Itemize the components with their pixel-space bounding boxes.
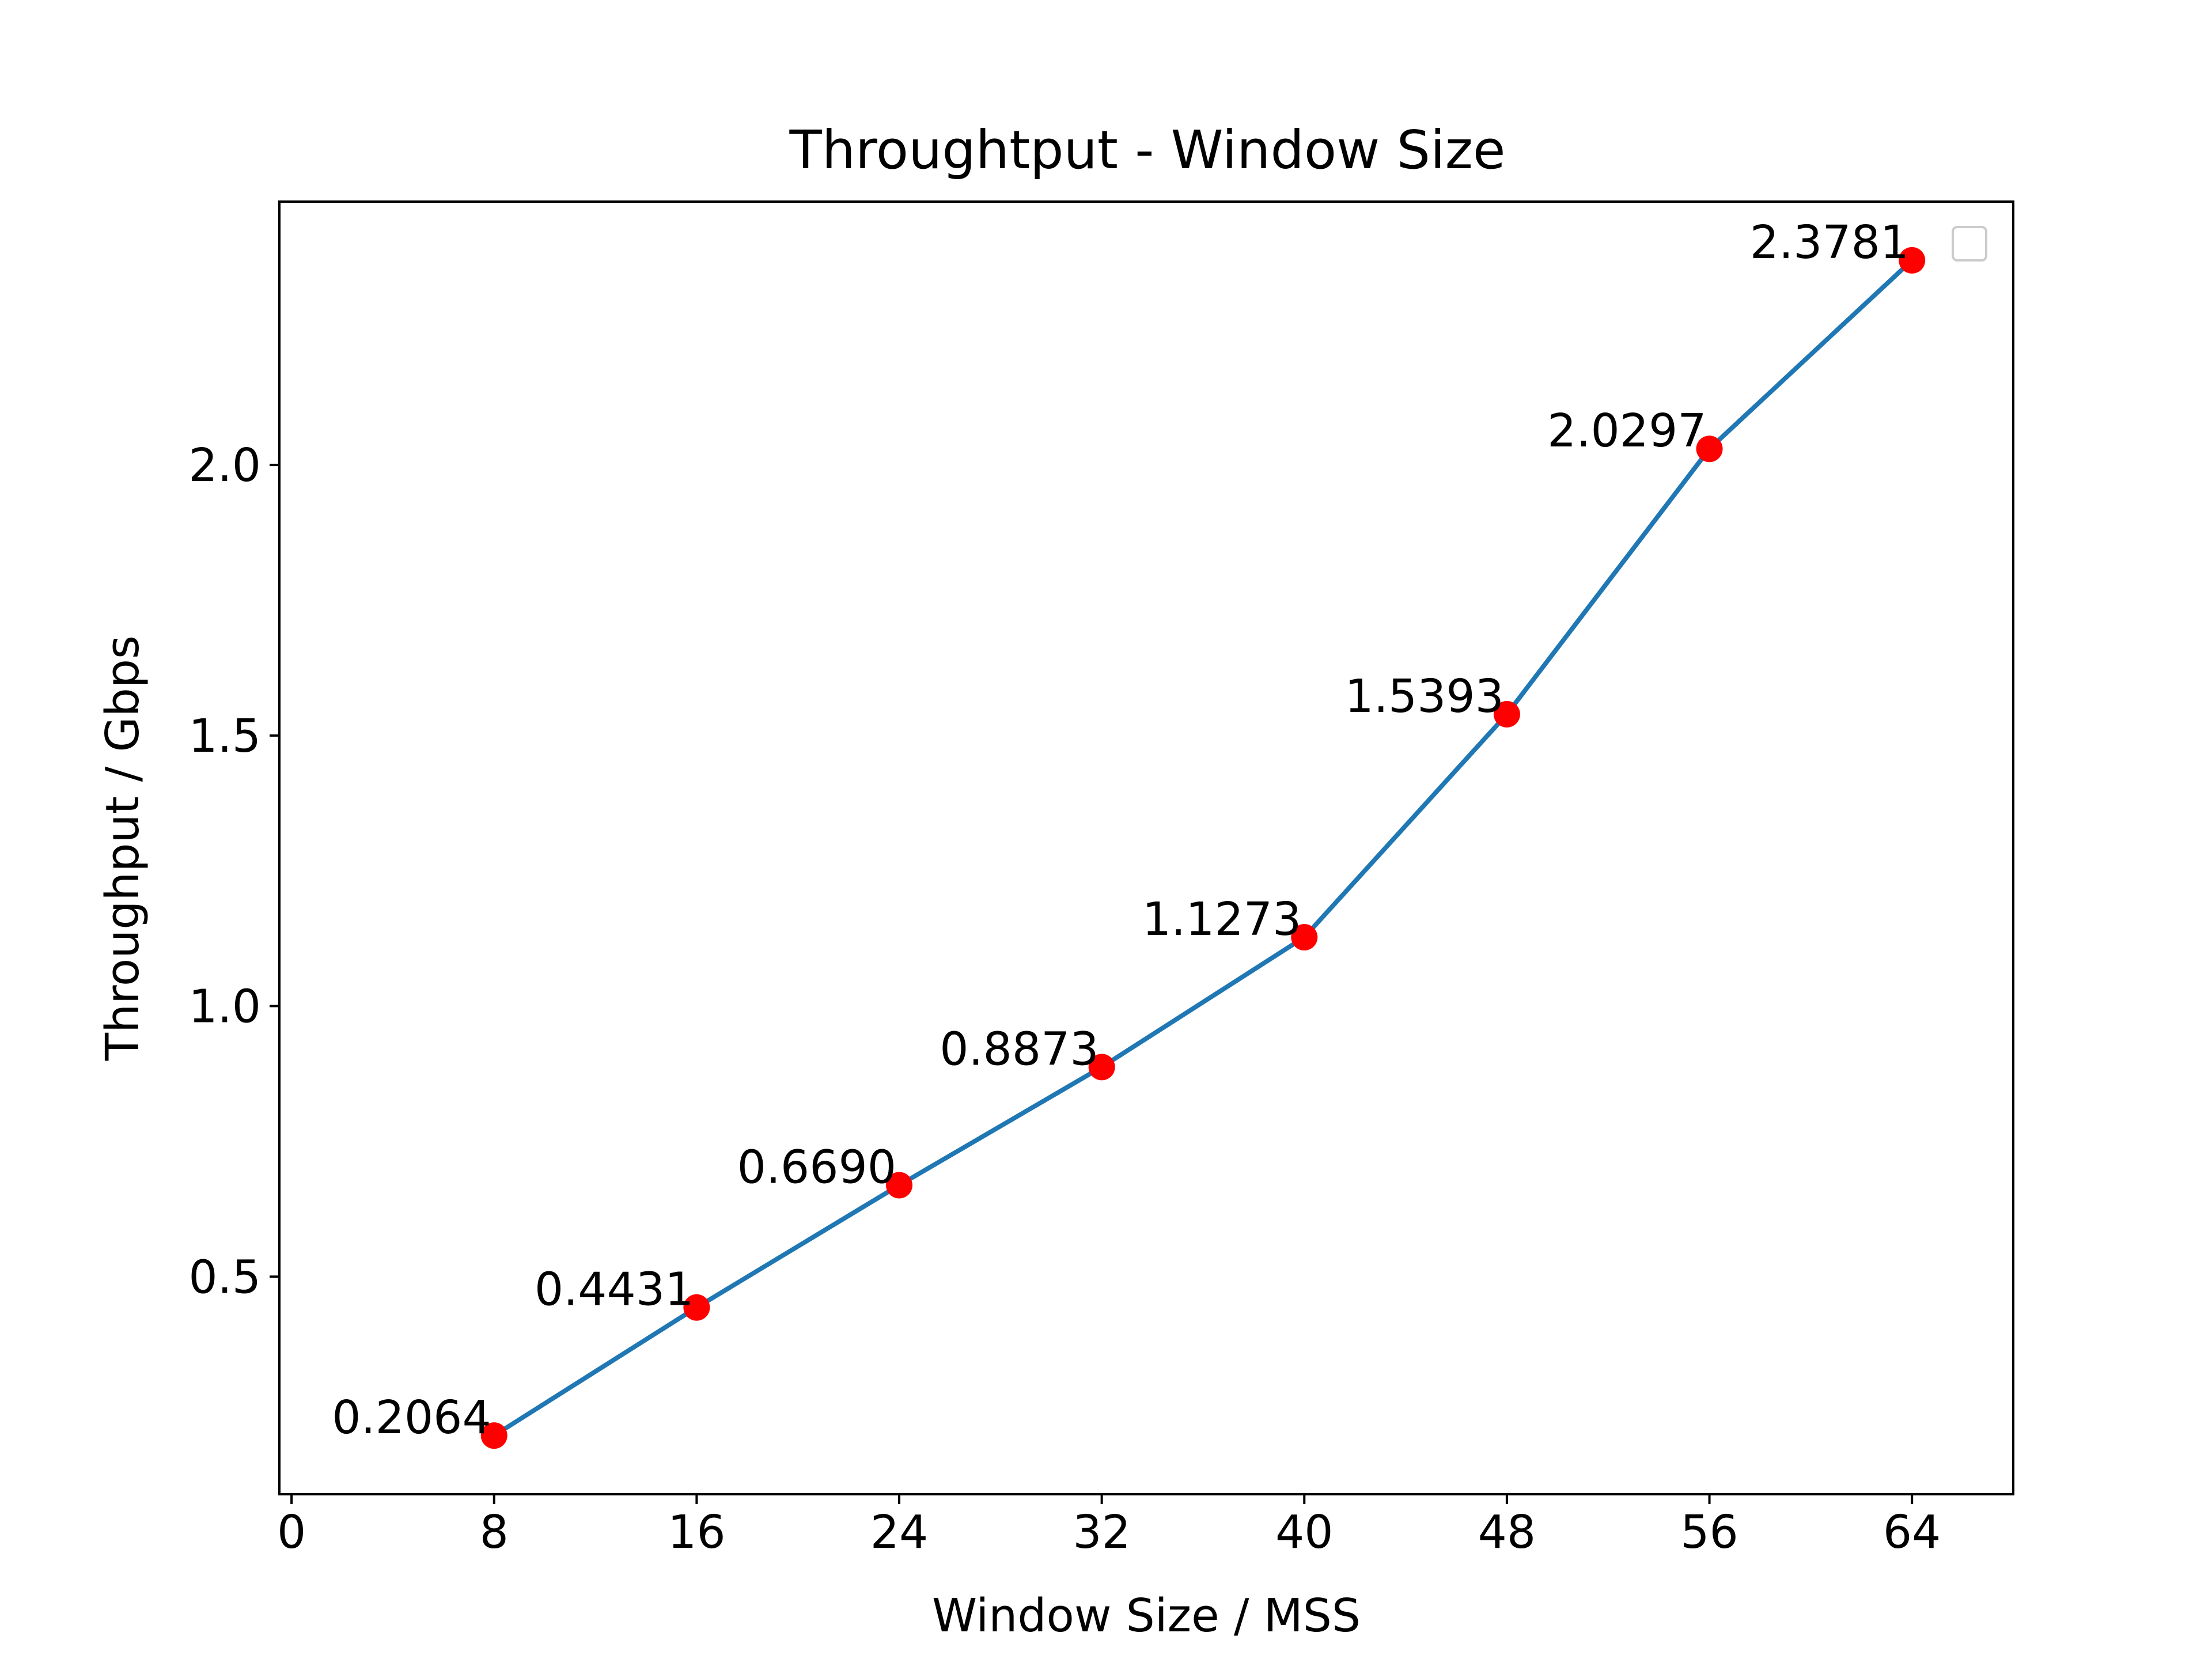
x-tick-label: 32 [1073,1506,1131,1559]
x-tick-label: 24 [870,1506,929,1559]
x-tick-label: 56 [1680,1506,1738,1559]
x-tick-label: 0 [277,1506,306,1559]
data-label: 0.6690 [737,1141,896,1194]
plot-area: 0 8 16 24 32 40 48 56 64 0.5 1.0 1.5 2.0 0.2064 0.4431… [188,216,1941,1559]
y-tick-label: 1.5 [188,710,261,763]
x-tick-label: 40 [1275,1506,1334,1559]
y-tick-label: 0.5 [188,1251,261,1304]
x-tick-label: 8 [480,1506,509,1559]
data-point [1291,923,1318,950]
x-tick-label: 48 [1478,1506,1536,1559]
data-point [1088,1054,1115,1081]
data-point [683,1294,710,1321]
axes-frame [278,200,2014,1495]
legend-box [1952,226,1987,262]
data-label: 1.1273 [1142,893,1301,946]
data-point [1696,435,1723,463]
x-axis-label: Window Size / MSS [932,1589,1361,1642]
data-point [1899,247,1926,274]
x-tick-label: 64 [1883,1506,1941,1559]
data-point [1493,700,1520,728]
data-point [480,1422,507,1449]
data-label: 0.4431 [535,1263,694,1316]
data-point [886,1172,913,1199]
data-label: 0.8873 [940,1022,1099,1075]
series-line [493,258,1914,1438]
y-axis-label: Throughput / Gbps [96,635,149,1061]
y-tick-label: 1.0 [188,980,261,1033]
data-label: 2.3781 [1750,216,1909,269]
x-tick-label: 16 [668,1506,726,1559]
y-tick-label: 2.0 [188,439,261,492]
data-label: 1.5393 [1344,670,1503,723]
data-label: 0.2064 [332,1391,491,1444]
data-label: 2.0297 [1547,404,1706,457]
chart-title: Throughtput - Window Size [789,119,1506,181]
